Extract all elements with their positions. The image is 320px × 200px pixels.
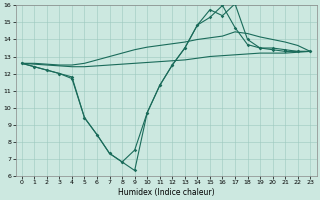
X-axis label: Humidex (Indice chaleur): Humidex (Indice chaleur) bbox=[118, 188, 214, 197]
